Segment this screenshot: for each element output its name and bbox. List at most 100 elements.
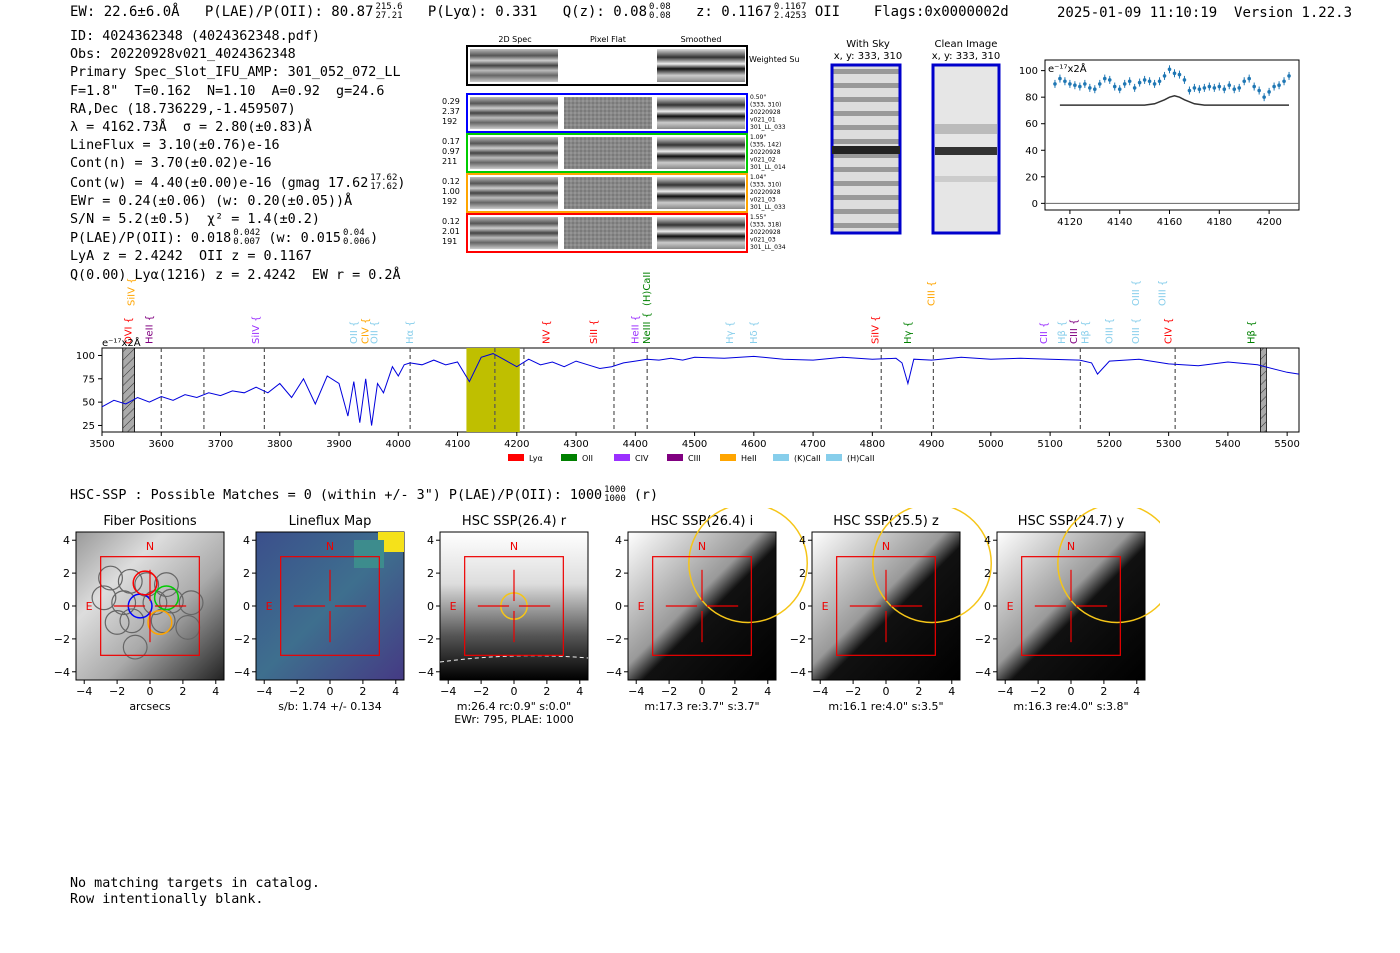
- hsc-ytick-label: −4: [234, 666, 250, 679]
- cutout-meta: 20220928: [750, 149, 781, 156]
- north-label: N: [146, 540, 154, 553]
- fiber-circle: [178, 590, 204, 616]
- info-plae2-w: (w: 0.015: [268, 231, 341, 247]
- hsc-ytick-label: 0: [615, 600, 622, 613]
- info-lineflux: LineFlux = 3.10(±0.76)e-16: [70, 138, 280, 154]
- line-label: (H)CaII {: [642, 270, 653, 306]
- spectrum-masked-region: [1260, 347, 1267, 433]
- line-label: Hβ {: [1081, 321, 1092, 344]
- weighted-sum-row: Weighted Sum: [466, 45, 800, 86]
- hsc-ytick-label: −2: [606, 633, 622, 646]
- galaxy-aperture: [1057, 508, 1160, 624]
- detection-info: ID: 4024362348 (4024362348.pdf) Obs: 2022…: [70, 28, 405, 285]
- search-box: [652, 556, 752, 656]
- hsc-panel-1: Fiber Positions N E −4 −4 −2 −2 0 0 2 2 4 4 arcsecs: [54, 514, 225, 713]
- zoom-point: [1237, 86, 1242, 90]
- line-label: OIII {: [1131, 318, 1142, 344]
- sky-coords-1: x, y: 333, 310: [834, 51, 903, 62]
- cutout-meta: 301_LL_033: [750, 124, 786, 131]
- hsc-ytick-label: −2: [975, 633, 991, 646]
- legend-swatch: [561, 454, 577, 461]
- hsc-image: [627, 531, 777, 681]
- hsc-ytick-label: 2: [243, 567, 250, 580]
- hsc-ytick-label: 0: [799, 600, 806, 613]
- gmag-lo: 17.62: [370, 181, 398, 192]
- zoom-point: [1102, 76, 1107, 81]
- zoom-point: [1197, 87, 1202, 92]
- hsc-image: [439, 531, 589, 681]
- zoom-axes: 4120 4140 4160 4180 4200 0 20 40 60 80 100: [1019, 66, 1282, 228]
- hsc-xtick-label: 2: [915, 685, 922, 698]
- hsc-title-text: HSC-SSP : Possible Matches = 0 (within +…: [70, 488, 603, 503]
- hsc-ytick-label: 0: [243, 600, 250, 613]
- cutout-val: 1.00: [442, 187, 460, 196]
- cutout-meta: 301_LL_014: [750, 164, 786, 171]
- hsc-panel-title: HSC SSP(26.4) r: [462, 514, 567, 529]
- zoom-point: [1122, 82, 1127, 86]
- cutout-meta: (333, 310): [750, 102, 781, 109]
- z-lo: 2.4253: [773, 11, 807, 21]
- cutout-meta: 1.09": [750, 134, 766, 141]
- hsc-panel-title: Fiber Positions: [103, 514, 196, 529]
- zoom-ytick-label: 0: [1032, 199, 1038, 210]
- spec-ytick-label: 75: [82, 374, 95, 385]
- line-label: NeIII {: [642, 312, 653, 344]
- cutout-meta: 301_LL_033: [750, 204, 786, 211]
- cutout-header-2dspec: 2D Spec: [498, 35, 531, 44]
- zoom-xtick-label: 4160: [1157, 217, 1182, 228]
- zoom-point: [1222, 87, 1227, 92]
- hsc-ytick-label: 2: [63, 567, 70, 580]
- zoom-point: [1083, 82, 1087, 86]
- search-box: [100, 556, 200, 656]
- zoom-point: [1088, 86, 1092, 90]
- cutout-val: 2.01: [442, 227, 460, 236]
- cutout-meta: v021_02: [750, 157, 776, 164]
- zoom-point: [1217, 84, 1222, 89]
- zoom-ytick-label: 80: [1025, 93, 1038, 104]
- hsc-ytick-label: −2: [54, 633, 70, 646]
- zoom-line-chart: e⁻¹⁷x2Å 4120 4140 4160 4180 4200 0 20 40 60 80 100: [1019, 59, 1300, 228]
- zoom-point: [1097, 82, 1102, 86]
- hsc-xtick-label: 2: [179, 685, 186, 698]
- hsc-ytick-label: −4: [790, 666, 806, 679]
- info-plae2: P(LAE)/P(OII): 0.018: [70, 231, 232, 247]
- fiber-circle: [119, 608, 145, 634]
- fiber-circle: [104, 610, 130, 635]
- spec-xtick-label: 4500: [682, 439, 707, 450]
- hsc-xtick-label: 4: [948, 685, 955, 698]
- zoom-point: [1117, 87, 1122, 92]
- hsc-panel-caption: m:17.3 re:3.7" s:3.7": [644, 700, 759, 713]
- zoom-ytick-label: 100: [1019, 66, 1038, 77]
- hsc-panel-caption: arcsecs: [129, 700, 171, 713]
- spec-ytick-label: 25: [82, 421, 95, 432]
- hsc-xtick-label: −2: [845, 685, 861, 698]
- zoom-point: [1132, 86, 1137, 90]
- hsc-panel-title: HSC SSP(26.4) i: [651, 514, 753, 529]
- info-id: ID: 4024362348 (4024362348.pdf): [70, 29, 320, 44]
- line-label: CIII {: [1069, 319, 1080, 344]
- zoom-point: [1267, 90, 1271, 94]
- info-cont-n: Cont(n) = 3.70(±0.02)e-16: [70, 156, 272, 172]
- hsc-panel-title: HSC SSP(24.7) y: [1018, 514, 1125, 529]
- spec-xtick-label: 3600: [149, 439, 174, 450]
- galaxy-aperture: [872, 508, 992, 624]
- hsc-ytick-label: −4: [418, 666, 434, 679]
- spec-xtick-label: 4800: [860, 439, 885, 450]
- spec-xtick-label: 3700: [208, 439, 233, 450]
- line-label: CIV {: [1164, 318, 1175, 344]
- zoom-point: [1093, 87, 1097, 92]
- info-q-line: Q(0.00) Lyα(1216) z = 2.4242 EW r = 0.2Å: [70, 267, 401, 283]
- hsc-panel-2: Lineflux Map N E −4 −4 −2 −2 0 0 2 2 4 4 s/b: 1.74 +/…: [234, 514, 405, 713]
- zoom-point: [1058, 76, 1062, 81]
- north-label: N: [882, 540, 890, 553]
- hsc-panel-3: HSC SSP(26.4) r N E −4 −4 −2 −2 0 0 2 2 4 4 m:26.4 rc…: [418, 514, 589, 726]
- zoom-ytick-label: 20: [1025, 172, 1038, 183]
- search-box: [280, 556, 380, 656]
- hsc-panel-caption-2: EWr: 795, PLAE: 1000: [454, 713, 574, 726]
- zoom-point: [1157, 79, 1162, 84]
- east-label: E: [638, 600, 645, 613]
- hsc-xtick-label: 4: [1133, 685, 1140, 698]
- zoom-point: [1147, 79, 1152, 84]
